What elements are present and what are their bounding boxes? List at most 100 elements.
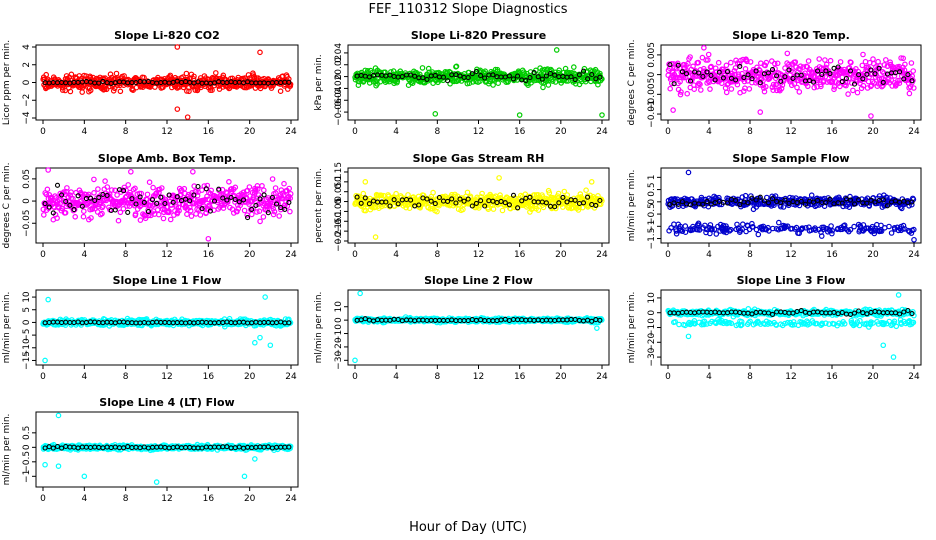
mean-point [823, 68, 829, 74]
x-tick-label: 12 [161, 372, 172, 382]
data-point [357, 290, 363, 297]
mean-point [876, 65, 882, 71]
data-point [262, 294, 268, 300]
x-tick-label: 24 [596, 372, 608, 382]
y-tick-label: −10 [647, 318, 657, 337]
figure-title: FEF_110312 Slope Diagnostics [368, 2, 567, 17]
mean-point [835, 64, 841, 70]
data-point [691, 86, 698, 93]
data-point [761, 88, 768, 95]
mean-point [778, 78, 784, 84]
data-point [226, 179, 232, 185]
data-point [772, 65, 778, 72]
data-point [697, 87, 704, 93]
data-point [59, 206, 66, 212]
mean-point [712, 77, 718, 83]
x-tick-label: 8 [434, 250, 440, 260]
y-axis-label: ml/min per min. [314, 292, 324, 364]
data-point [174, 106, 181, 112]
data-point [259, 183, 265, 189]
mean-point [851, 81, 858, 87]
mean-point [741, 75, 747, 81]
x-tick-label: 12 [785, 127, 796, 137]
data-point [252, 339, 258, 346]
data-point [910, 85, 917, 91]
y-axis-label: percent per min. [314, 168, 324, 243]
data-point [72, 214, 79, 220]
mean-point [724, 69, 731, 75]
x-tick-label: 0 [40, 250, 46, 260]
data-point [144, 191, 151, 198]
mean-point [100, 78, 106, 84]
data-point [859, 62, 866, 69]
data-point [40, 212, 47, 218]
data-point [62, 87, 68, 94]
data-point [707, 86, 713, 92]
x-tick-label: 4 [706, 127, 712, 137]
data-point [848, 80, 855, 86]
data-point [352, 357, 358, 364]
y-tick-label: −0.02 [334, 75, 344, 103]
mean-point [465, 75, 471, 81]
data-point [599, 112, 605, 118]
y-axis-label: Licor ppm per min. [2, 40, 12, 125]
x-tick-label: 0 [352, 372, 358, 382]
data-point [742, 66, 749, 72]
data-point [724, 81, 731, 88]
data-point [674, 60, 681, 67]
series-points [40, 294, 294, 364]
data-point [67, 192, 74, 199]
data-point [666, 65, 673, 72]
mean-point [675, 62, 681, 68]
x-tick-label: 24 [908, 250, 920, 260]
data-point [205, 235, 212, 242]
data-point [588, 179, 595, 185]
data-point [851, 223, 857, 230]
data-point [62, 210, 69, 216]
data-point [739, 221, 746, 228]
mean-point [860, 76, 866, 82]
data-point [732, 65, 739, 71]
data-point [769, 84, 776, 91]
x-tick-label: 0 [665, 372, 671, 382]
mean-point [552, 72, 558, 78]
data-point [805, 58, 812, 64]
data-point [419, 65, 426, 71]
data-point [540, 84, 546, 91]
y-tick-label: 0.005 [647, 42, 657, 68]
data-point [257, 218, 263, 225]
x-tick-label: 12 [473, 250, 484, 260]
mean-point [457, 73, 463, 79]
data-point [193, 211, 199, 217]
mean-point [700, 73, 706, 80]
x-tick-label: 20 [555, 372, 567, 382]
x-tick-label: 24 [285, 372, 297, 382]
data-point [833, 79, 839, 85]
mean-points [354, 68, 603, 84]
mean-point [585, 76, 591, 82]
data-point [89, 205, 96, 211]
chart-panel-4: Slope Amb. Box Temp.degrees C per min.0 4… [2, 152, 299, 260]
data-point [804, 83, 811, 90]
data-point [827, 57, 834, 64]
mean-point [868, 67, 874, 73]
x-tick-label: 24 [908, 127, 920, 137]
data-point [191, 73, 197, 80]
mean-point [790, 75, 796, 81]
data-point [490, 82, 496, 88]
data-point [44, 186, 51, 193]
data-point [674, 74, 680, 81]
data-point [79, 89, 86, 95]
data-point [911, 236, 917, 243]
data-point [668, 80, 675, 87]
y-tick-label: −5 [22, 328, 32, 341]
data-point [91, 190, 97, 196]
data-point [757, 109, 764, 115]
data-point [260, 214, 267, 220]
data-point [425, 65, 432, 72]
